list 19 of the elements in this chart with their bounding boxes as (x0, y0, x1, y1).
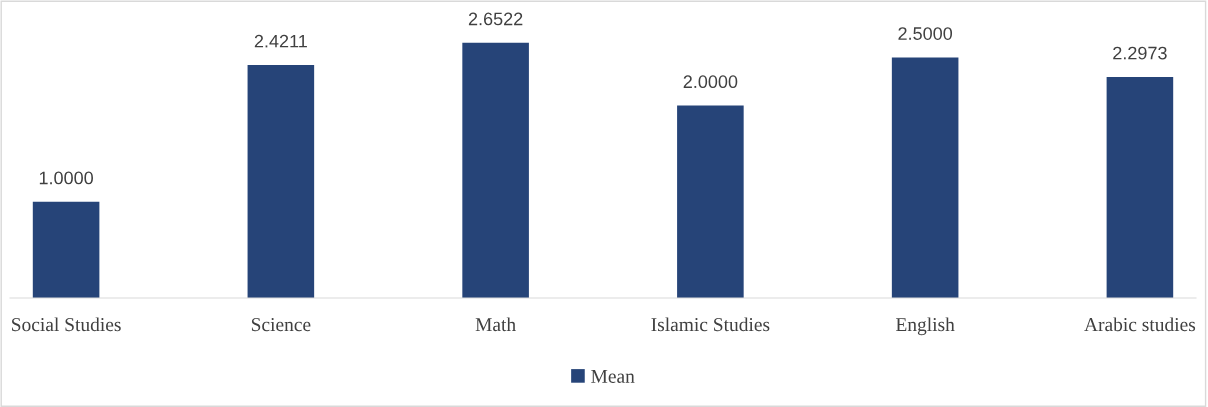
bar (891, 57, 959, 298)
x-tick-label: Arabic studies (1084, 317, 1196, 332)
legend-label: Mean (591, 369, 635, 383)
bar (1106, 76, 1174, 298)
x-tick-label: Science (251, 318, 311, 332)
x-tick-label: Social Studies (12, 317, 121, 332)
x-tick-label: English (895, 317, 955, 336)
data-label: 2.0000 (683, 75, 738, 89)
data-label: 2.6522 (468, 12, 523, 26)
bar (462, 42, 529, 298)
data-label: 2.4211 (254, 34, 307, 48)
bar (32, 201, 100, 298)
x-tick-label: Math (475, 317, 516, 332)
data-label: 2.5000 (898, 27, 953, 40)
bar (677, 105, 744, 298)
data-label: 2.2973 (1113, 46, 1167, 60)
bar (247, 65, 315, 298)
data-label: 1.0000 (39, 171, 93, 185)
x-tick-label: Islamic Studies (651, 317, 770, 332)
